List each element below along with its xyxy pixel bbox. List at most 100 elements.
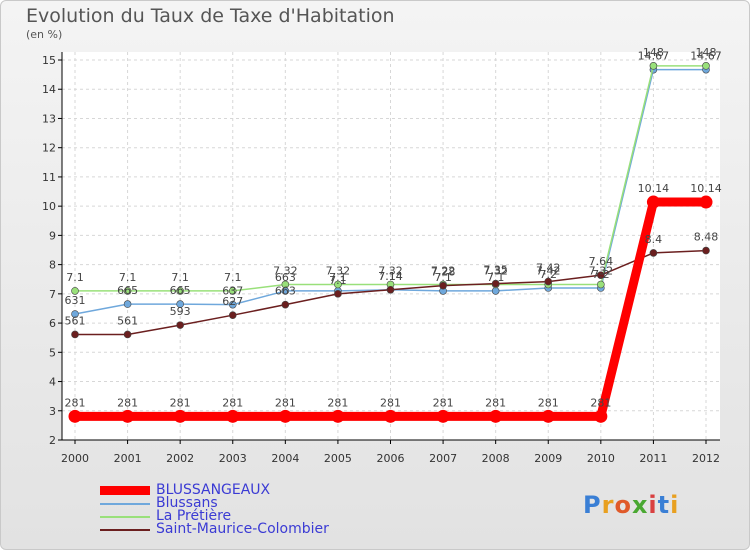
logo-letter: o [614,491,632,519]
data-label: 7.1 [329,274,347,287]
y-tick-label: 10 [42,200,56,213]
data-point [702,62,710,70]
legend-item-blussangeaux: BLUSSANGEAUX [100,482,329,498]
data-point [436,409,450,423]
x-tick-label: 2004 [271,452,299,465]
y-tick-label: 8 [49,259,56,272]
y-tick-label: 7 [49,288,56,301]
x-tick-label: 2000 [61,452,89,465]
legend-item-saint-maurice-colombier: Saint-Maurice-Colombier [100,521,329,537]
y-tick-label: 9 [49,229,56,242]
y-tick-label: 15 [42,54,56,67]
data-label: 7.42 [536,262,561,275]
legend-label: BLUSSANGEAUX [156,482,271,498]
data-label: 7.32 [326,264,351,277]
y-tick-label: 13 [42,112,56,125]
chart-unit: (en %) [26,28,63,41]
data-label: 7.1 [329,271,347,284]
data-point [334,280,342,289]
data-point [123,287,132,295]
logo-letter: t [657,491,671,519]
y-tick-label: 5 [49,346,56,359]
data-label: 7.32 [273,264,298,277]
data-point [597,271,605,279]
data-label: 7.32 [483,264,508,277]
data-label: 14.67 [690,50,722,63]
data-label: 281 [485,396,506,409]
x-tick-label: 2009 [534,452,562,465]
logo-letter: i [648,491,658,519]
data-point [331,409,345,423]
data-point [71,330,79,339]
data-label: 7.1 [434,271,452,284]
data-label: 665 [170,284,191,297]
logo-letter: i [670,491,680,519]
data-point [649,62,658,70]
data-point [278,409,292,423]
data-label: 663 [275,285,296,298]
data-point [121,409,135,423]
data-label: 631 [65,294,86,307]
data-label: 7.28 [431,266,456,279]
y-tick-label: 3 [49,405,56,418]
data-point [491,287,500,295]
proxiti-logo: Proxiti [583,491,679,519]
data-point [176,321,184,329]
data-point [228,311,237,319]
data-point [68,409,82,423]
data-label: 7.64 [589,255,614,268]
data-label: 8.4 [645,233,663,246]
data-point [541,409,555,423]
x-tick-label: 2011 [639,452,667,465]
x-tick-label: 2003 [219,452,247,465]
data-label: 7.1 [119,271,137,284]
data-point [334,290,342,298]
legend-label: Saint-Maurice-Colombier [156,521,329,537]
data-point [71,310,79,318]
data-point [702,246,710,255]
x-tick-label: 2010 [587,452,615,465]
data-label: 637 [222,285,243,298]
data-point [71,287,79,295]
data-point [491,279,500,288]
legend: BLUSSANGEAUX Blussans La Prétière Saint-… [100,482,329,537]
data-label: 7.1 [224,271,242,284]
data-point [646,195,660,209]
data-label: 663 [275,271,296,284]
logo-letter: x [631,491,649,519]
data-point [228,287,237,295]
data-label: 10.14 [690,182,722,195]
x-tick-label: 2012 [692,452,720,465]
logo-letter: P [583,491,602,519]
data-point [281,280,290,289]
data-point [281,300,290,309]
legend-swatch [100,486,150,495]
data-label: 14.67 [638,50,670,63]
data-label: 281 [117,396,138,409]
legend-item-blussans: Blussans [100,495,329,511]
data-label: 7.2 [540,268,558,281]
data-label: 8.48 [694,231,719,244]
data-label: 593 [170,305,191,318]
y-tick-label: 12 [42,142,56,155]
legend-label: La Prétière [156,508,232,524]
logo-letter: r [601,491,615,519]
x-tick-label: 2008 [482,452,510,465]
data-label: 148 [696,46,717,59]
data-label: 7.32 [378,264,403,277]
data-point [699,195,713,209]
y-tick-label: 14 [42,83,56,96]
data-label: 7.1 [66,271,84,284]
data-label: 10.14 [638,182,670,195]
y-tick-label: 2 [49,434,56,447]
legend-swatch [100,528,150,531]
x-tick-label: 2002 [166,452,194,465]
data-label: 7.22 [431,264,456,277]
legend-swatch [100,502,150,505]
data-label: 627 [222,295,243,308]
legend-label: Blussans [156,495,218,511]
x-tick-label: 2006 [377,452,405,465]
data-label: 7.42 [536,264,561,277]
data-label: 7.14 [378,270,403,283]
